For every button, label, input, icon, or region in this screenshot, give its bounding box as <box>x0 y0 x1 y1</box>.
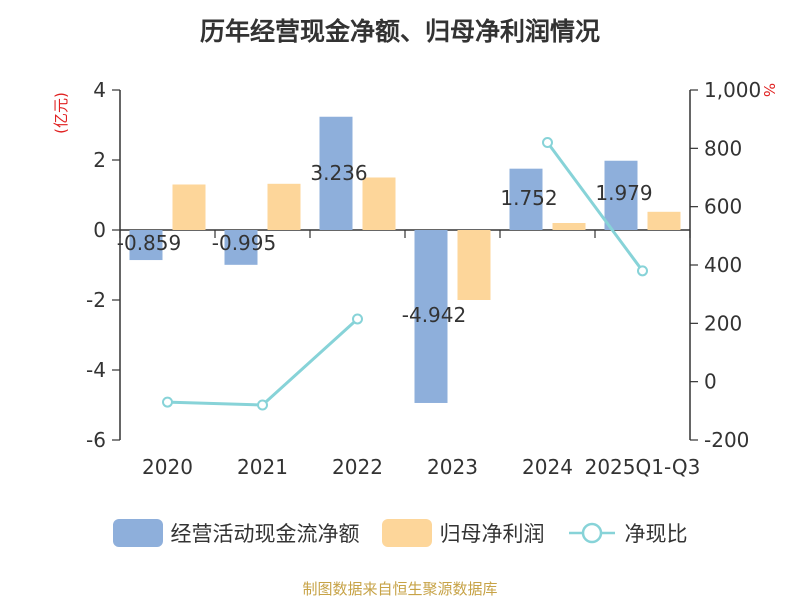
x-tick-label: 2020 <box>142 455 193 479</box>
legend-item-ratio[interactable]: 净现比 <box>567 518 688 548</box>
ratio-point <box>637 265 648 277</box>
bar-profit <box>552 223 586 230</box>
bar-profit <box>267 183 301 230</box>
x-tick-label: 2024 <box>522 455 573 479</box>
bar-profit <box>457 230 491 300</box>
ratio-point <box>352 313 363 325</box>
y-right-tick-label: 800 <box>704 136 742 160</box>
y-right-tick-label: -200 <box>704 428 749 452</box>
bar-cash <box>129 230 163 261</box>
y-left-tick-label: 2 <box>93 148 106 172</box>
bar-cash <box>224 230 258 265</box>
legend: 经营活动现金流净额 归母净利润 净现比 <box>0 518 800 548</box>
y-right-unit: % <box>760 83 778 97</box>
y-right-tick-label: 200 <box>704 311 742 335</box>
legend-label-profit: 归母净利润 <box>439 522 545 546</box>
data-source-note: 制图数据来自恒生聚源数据库 <box>302 580 498 598</box>
x-tick-label: 2021 <box>237 455 288 479</box>
y-left-unit: (亿元) <box>52 92 70 134</box>
chart-title: 历年经营现金净额、归母净利润情况 <box>199 17 600 46</box>
y-left-tick-label: 0 <box>93 218 106 242</box>
y-right-tick-label: 600 <box>704 195 742 219</box>
y-right-tick-label: 0 <box>704 370 717 394</box>
data-label-cash: 1.979 <box>595 181 652 205</box>
ratio-line <box>546 141 644 272</box>
bar-cash <box>319 116 353 230</box>
x-tick-label: 2025Q1-Q3 <box>585 455 701 479</box>
legend-swatch-cash <box>112 519 163 547</box>
bar-cash <box>509 168 543 230</box>
y-left-tick-label: -4 <box>86 358 106 382</box>
y-right-tick-label: 1,000 <box>704 78 761 102</box>
legend-swatch-ratio <box>568 522 615 544</box>
legend-label-ratio: 净现比 <box>624 522 688 546</box>
legend-item-profit[interactable]: 归母净利润 <box>381 518 545 548</box>
data-label-cash: -0.859 <box>117 231 181 255</box>
y-left-tick-label: 4 <box>93 78 106 102</box>
x-tick-label: 2023 <box>427 455 478 479</box>
legend-swatch-profit <box>381 519 432 547</box>
ratio-point <box>162 396 173 408</box>
y-right-tick-label: 400 <box>704 253 742 277</box>
bar-cash <box>414 230 448 403</box>
data-label-cash: 1.752 <box>500 186 557 210</box>
data-label-cash: 3.236 <box>310 161 367 185</box>
legend-item-cash[interactable]: 经营活动现金流净额 <box>112 518 360 548</box>
ratio-line <box>167 317 359 407</box>
data-label-cash: -4.942 <box>402 303 466 327</box>
bar-profit <box>362 177 396 230</box>
bar-cash <box>604 160 638 230</box>
x-tick-label: 2022 <box>332 455 383 479</box>
bar-profit <box>172 184 206 230</box>
ratio-point <box>542 137 553 148</box>
legend-label-cash: 经营活动现金流净额 <box>170 522 360 546</box>
ratio-point <box>257 399 268 411</box>
y-left-tick-label: -6 <box>86 428 106 452</box>
y-left-tick-label: -2 <box>86 288 106 312</box>
data-label-cash: -0.995 <box>212 231 276 255</box>
bar-profit <box>647 211 681 230</box>
